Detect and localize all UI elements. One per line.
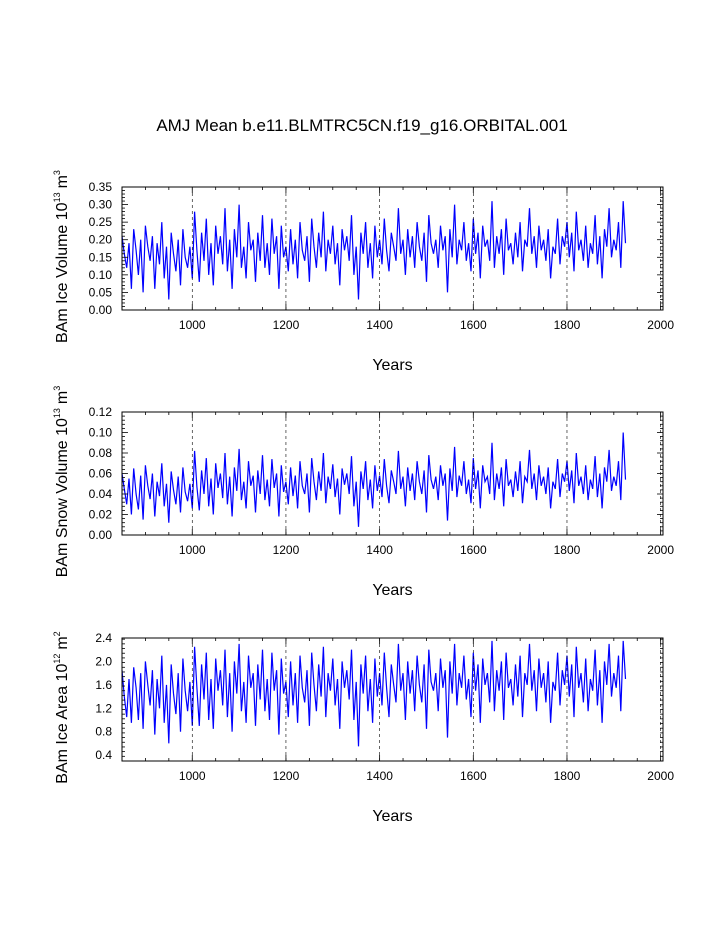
y-tick-label-0.00: 0.00 xyxy=(89,528,113,542)
plot-frame xyxy=(121,637,664,762)
chart-panel-1: 1000 1200 1400 1600 1800 2000 0.00 0.05 0.10 0.15… xyxy=(52,170,674,374)
x-tick-label-1000: 1000 xyxy=(179,318,206,332)
y-tick-label-0.12: 0.12 xyxy=(89,405,113,419)
y-tick-label-0.4: 0.4 xyxy=(95,748,112,762)
x-tick-label-1000: 1000 xyxy=(179,543,206,557)
y-tick-label-0.25: 0.25 xyxy=(89,215,113,229)
x-tick-label-1400: 1400 xyxy=(366,318,393,332)
y-tick-label-0.30: 0.30 xyxy=(89,198,113,212)
x-tick-label-1400: 1400 xyxy=(366,543,393,557)
chart-panel-2: 1000 1200 1400 1600 1800 2000 0.00 0.02 0.04 0.06… xyxy=(52,386,674,599)
y-tick-label-0.15: 0.15 xyxy=(89,250,113,264)
x-axis-label: Years xyxy=(372,357,412,374)
x-tick-label-1000: 1000 xyxy=(179,769,206,783)
x-tick-label-2000: 2000 xyxy=(647,769,674,783)
y-tick-label-0.35: 0.35 xyxy=(89,180,113,194)
y-tick-label-0.10: 0.10 xyxy=(89,426,113,440)
panels-container: 1000 1200 1400 1600 1800 2000 0.00 0.05 0.10 0.15… xyxy=(52,170,674,825)
x-tick-label-2000: 2000 xyxy=(647,543,674,557)
y-tick-label-0.00: 0.00 xyxy=(89,303,113,317)
y-tick-label-0.05: 0.05 xyxy=(89,285,113,299)
y-tick-label-1.2: 1.2 xyxy=(95,701,112,715)
plot-frame xyxy=(121,186,664,311)
y-tick-label-0.04: 0.04 xyxy=(89,487,113,501)
chart-panel-3: 1000 1200 1400 1600 1800 2000 0.4 0.8 1.2 1.6 2.0 2… xyxy=(52,631,674,825)
data-series-line xyxy=(121,432,627,527)
y-axis-label: BAm Ice Volume 1013m3 xyxy=(52,170,71,343)
y-tick-label-1.6: 1.6 xyxy=(95,678,112,692)
x-axis-label: Years xyxy=(372,582,412,599)
x-axis-label: Years xyxy=(372,808,412,825)
x-tick-label-2000: 2000 xyxy=(647,318,674,332)
x-tick-label-1800: 1800 xyxy=(554,543,581,557)
y-tick-label-0.8: 0.8 xyxy=(95,725,112,739)
x-tick-label-1200: 1200 xyxy=(273,543,300,557)
x-tick-label-1800: 1800 xyxy=(554,769,581,783)
data-series-line xyxy=(121,201,627,300)
x-tick-label-1600: 1600 xyxy=(460,769,487,783)
x-tick-label-1400: 1400 xyxy=(366,769,393,783)
y-tick-label-2.0: 2.0 xyxy=(95,654,112,668)
y-tick-label-0.02: 0.02 xyxy=(89,508,113,522)
data-series-line xyxy=(121,640,627,747)
y-axis-label: BAm Ice Area 1012m2 xyxy=(52,631,71,783)
y-tick-label-0.06: 0.06 xyxy=(89,467,113,481)
y-tick-label-0.20: 0.20 xyxy=(89,233,113,247)
figure-title: AMJ Mean b.e11.BLMTRC5CN.f19_g16.ORBITAL… xyxy=(156,116,567,135)
y-tick-label-0.10: 0.10 xyxy=(89,268,113,282)
x-tick-label-1600: 1600 xyxy=(460,318,487,332)
x-tick-label-1800: 1800 xyxy=(554,318,581,332)
y-axis-label: BAm Snow Volume 1013m3 xyxy=(52,386,71,578)
y-tick-label-0.08: 0.08 xyxy=(89,446,113,460)
x-tick-label-1600: 1600 xyxy=(460,543,487,557)
x-tick-label-1200: 1200 xyxy=(273,318,300,332)
x-tick-label-1200: 1200 xyxy=(273,769,300,783)
y-tick-label-2.4: 2.4 xyxy=(95,631,112,645)
